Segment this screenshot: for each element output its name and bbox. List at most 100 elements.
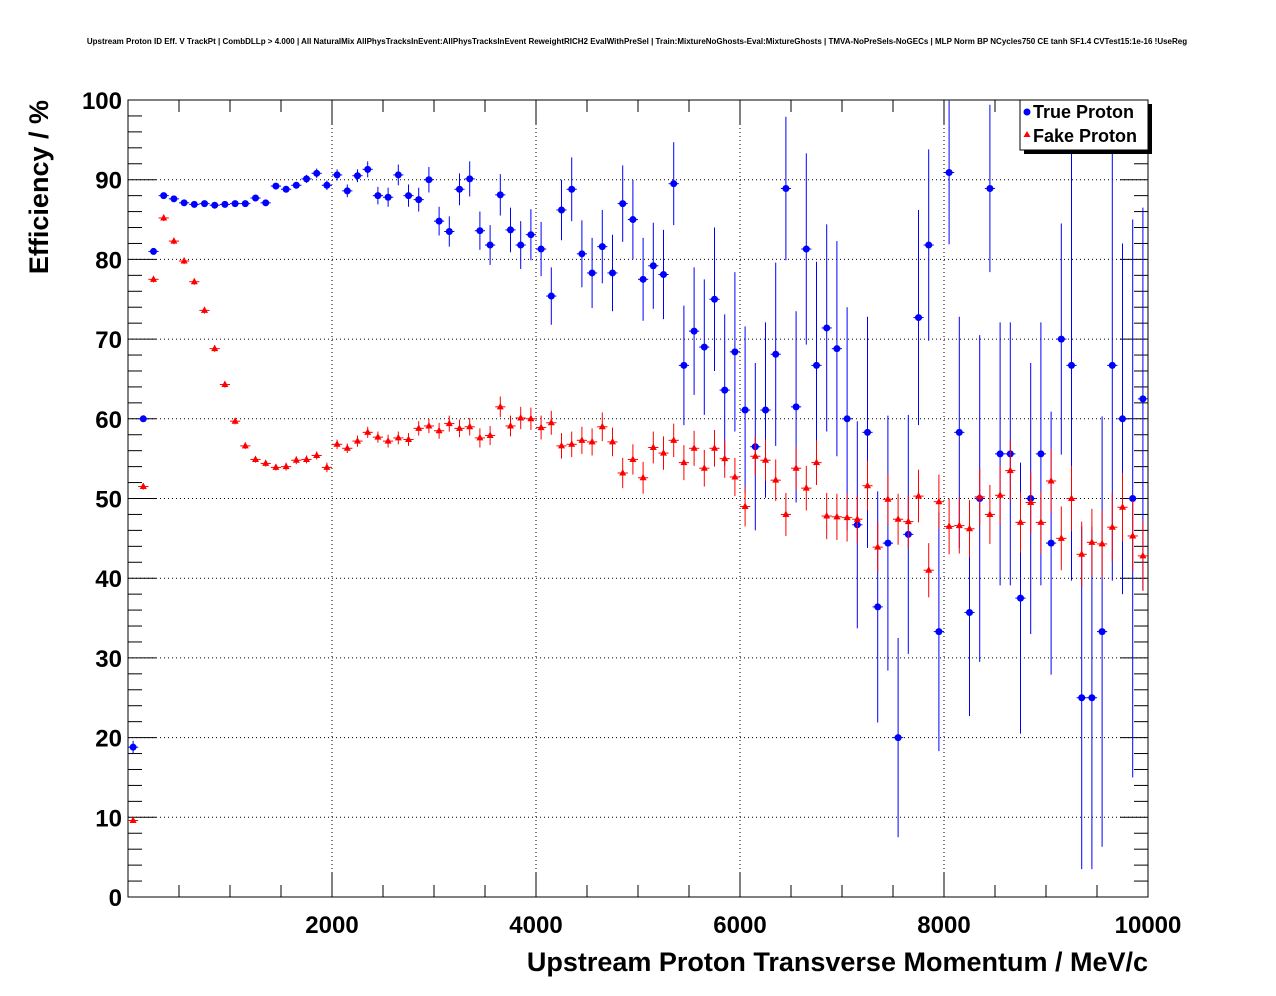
data-point [537, 423, 545, 431]
data-point [619, 200, 627, 208]
data-point [772, 350, 780, 358]
data-point [782, 510, 790, 517]
data-point [833, 345, 841, 353]
data-point [874, 543, 882, 550]
data-point [129, 816, 137, 823]
data-point [588, 437, 596, 445]
data-point [507, 421, 514, 429]
data-point [1068, 494, 1075, 501]
y-tick-label: 40 [95, 566, 122, 593]
data-point [578, 250, 586, 258]
data-point [558, 441, 565, 449]
data-point [445, 419, 453, 427]
data-point [966, 608, 973, 616]
legend-label-true-proton: True Proton [1033, 102, 1134, 122]
data-point [711, 444, 718, 451]
data-point [996, 491, 1004, 498]
data-point [802, 245, 810, 253]
data-point [731, 348, 739, 356]
data-point [751, 452, 759, 459]
data-point [415, 196, 423, 204]
data-point [629, 455, 637, 462]
data-point [221, 380, 229, 388]
data-point [1129, 495, 1137, 502]
data-point [660, 449, 667, 456]
data-point [762, 406, 769, 414]
data-point [221, 200, 229, 208]
data-point [435, 426, 443, 434]
data-point [721, 386, 729, 394]
data-point [772, 476, 780, 483]
data-point [976, 492, 984, 500]
data-point [262, 459, 270, 466]
data-point [792, 464, 800, 471]
data-point [333, 171, 341, 179]
data-point [354, 437, 361, 444]
data-point [558, 206, 565, 214]
data-point [507, 226, 514, 234]
data-point [292, 181, 300, 189]
data-point [874, 603, 882, 611]
data-point [1108, 361, 1116, 369]
data-point [925, 241, 933, 249]
data-point [241, 200, 249, 208]
data-point [160, 213, 168, 221]
data-point [588, 269, 596, 277]
data-point [415, 424, 423, 431]
data-point [170, 237, 178, 244]
data-point [527, 231, 535, 239]
data-point [170, 195, 178, 203]
legend-box [1019, 99, 1149, 151]
data-point [1098, 628, 1106, 636]
data-point [496, 402, 504, 410]
data-point [323, 463, 331, 470]
y-tick-label: 80 [95, 247, 122, 274]
data-point [313, 169, 321, 177]
data-point [139, 415, 147, 423]
data-point [955, 521, 963, 529]
legend-marker-fake-proton [1023, 131, 1031, 137]
y-tick-label: 100 [82, 88, 122, 115]
legend: True Proton Fake Proton [1019, 99, 1152, 154]
data-point [190, 277, 198, 285]
data-point [435, 217, 443, 225]
data-point [343, 444, 351, 451]
data-point [639, 275, 647, 283]
data-point [925, 566, 933, 573]
data-point [629, 216, 637, 224]
data-point [476, 227, 484, 235]
data-point [1017, 518, 1024, 525]
data-point [721, 454, 729, 462]
data-point [690, 327, 698, 335]
data-point [1037, 518, 1045, 525]
data-point [853, 515, 861, 522]
x-tick-label: 4000 [509, 912, 562, 939]
data-point [303, 455, 310, 462]
data-point [833, 512, 841, 520]
data-point [1108, 523, 1116, 530]
data-point [262, 199, 270, 207]
data-point [802, 484, 810, 491]
data-point [823, 324, 831, 332]
data-point [292, 456, 300, 463]
data-point [598, 243, 606, 251]
data-point [619, 468, 627, 476]
data-point [231, 417, 239, 424]
data-point [670, 436, 678, 443]
data-point [466, 175, 474, 183]
data-point [486, 431, 494, 439]
data-point [201, 200, 208, 208]
data-point [456, 185, 463, 193]
data-point [201, 306, 208, 313]
data-point [1078, 550, 1086, 557]
data-point [884, 495, 892, 502]
data-point [741, 406, 749, 414]
x-tick-label: 2000 [305, 912, 358, 939]
data-point [425, 176, 433, 184]
data-point [282, 185, 290, 193]
data-point [1037, 450, 1045, 458]
data-point [813, 361, 820, 369]
data-point [966, 524, 973, 532]
data-point [364, 165, 372, 173]
data-point [823, 512, 831, 519]
